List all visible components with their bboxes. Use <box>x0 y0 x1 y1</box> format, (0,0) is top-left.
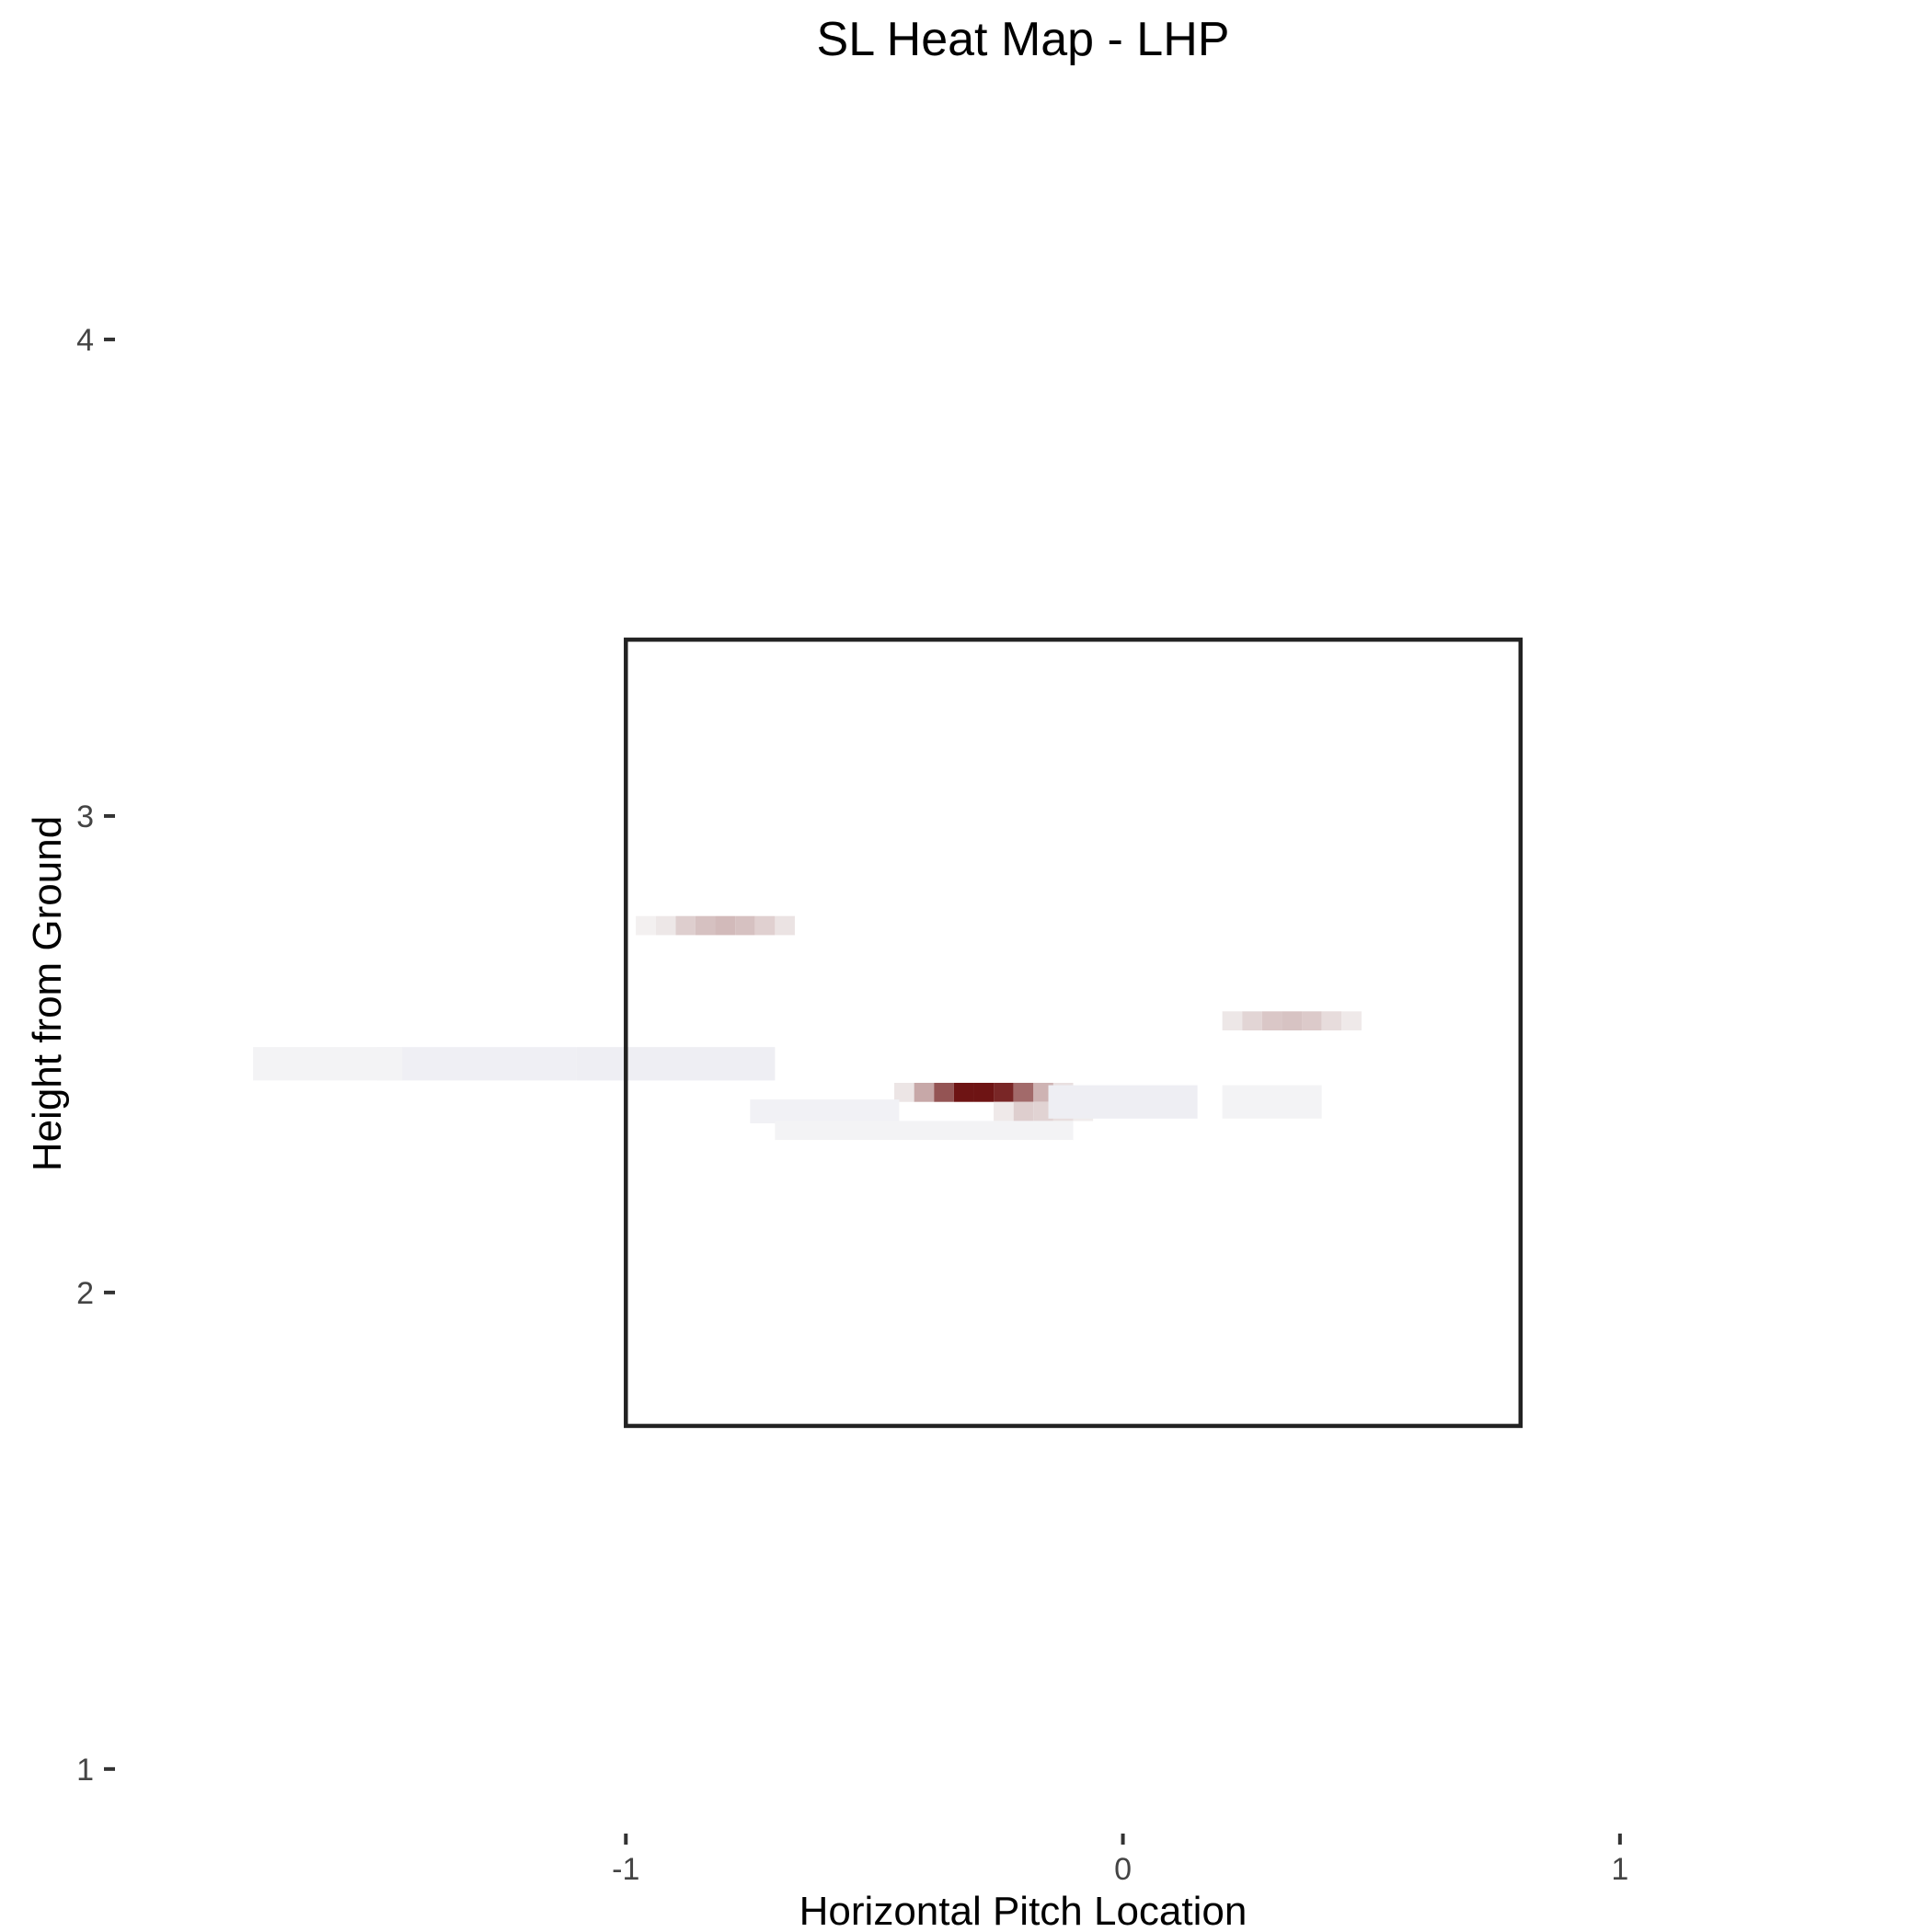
heatmap-cell <box>1222 1011 1243 1031</box>
heatmap-cell <box>636 915 656 936</box>
heatmap-cell <box>1013 1101 1034 1121</box>
heatmap-cell <box>754 915 776 936</box>
y-tick-label: 1 <box>76 1753 94 1788</box>
heatmap-cell <box>655 915 676 936</box>
heatmap-cell <box>953 1082 974 1102</box>
heatmap-cell <box>914 1082 935 1102</box>
chart-title: SL Heat Map - LHP <box>817 13 1230 66</box>
heatmap-cell <box>1242 1011 1262 1031</box>
y-tick-label: 3 <box>76 799 94 834</box>
heatmap-cell <box>775 1121 1074 1141</box>
x-tick-label: -1 <box>612 1852 639 1887</box>
x-axis: -1 0 1 <box>612 1834 1628 1887</box>
y-tick-label: 2 <box>76 1276 94 1311</box>
x-tick-label: 0 <box>1114 1852 1132 1887</box>
y-axis-label: Height from Ground <box>25 816 70 1171</box>
heatmap-cell <box>1013 1082 1034 1102</box>
heatmap-cell <box>775 915 795 936</box>
heatmap-cell <box>253 1047 403 1081</box>
heatmap-cell <box>994 1082 1014 1102</box>
heatmap-cell <box>377 1047 577 1081</box>
heatmap-cell <box>1282 1011 1303 1031</box>
y-axis: 1 2 3 4 <box>76 323 115 1788</box>
heatmap-cell <box>934 1082 954 1102</box>
heatmap-cell <box>1048 1085 1198 1119</box>
heatmap-cell <box>695 915 716 936</box>
heatmap-cell <box>735 915 755 936</box>
heatmap-cell <box>1261 1011 1282 1031</box>
heatmap-cell <box>1222 1085 1322 1119</box>
heatmap-cell <box>973 1082 995 1102</box>
heatmap-cell <box>750 1099 900 1124</box>
heatmap-cell <box>1302 1011 1322 1031</box>
heatmap-cell <box>1341 1011 1362 1031</box>
strike-zone-box <box>624 638 1524 1429</box>
heatmap-cell <box>715 915 736 936</box>
heatmap-cell <box>894 1082 914 1102</box>
strike-zone-layer <box>624 638 1524 1429</box>
x-tick-label: 1 <box>1611 1852 1628 1887</box>
x-axis-label: Horizontal Pitch Location <box>799 1889 1248 1932</box>
y-tick-label: 4 <box>76 323 94 358</box>
heatmap-cell <box>1321 1011 1342 1031</box>
heatmap-cell <box>994 1101 1014 1121</box>
heatmap-cell <box>576 1047 776 1081</box>
heatmap-cell <box>675 915 696 936</box>
heatmap-cells <box>253 915 1362 1141</box>
